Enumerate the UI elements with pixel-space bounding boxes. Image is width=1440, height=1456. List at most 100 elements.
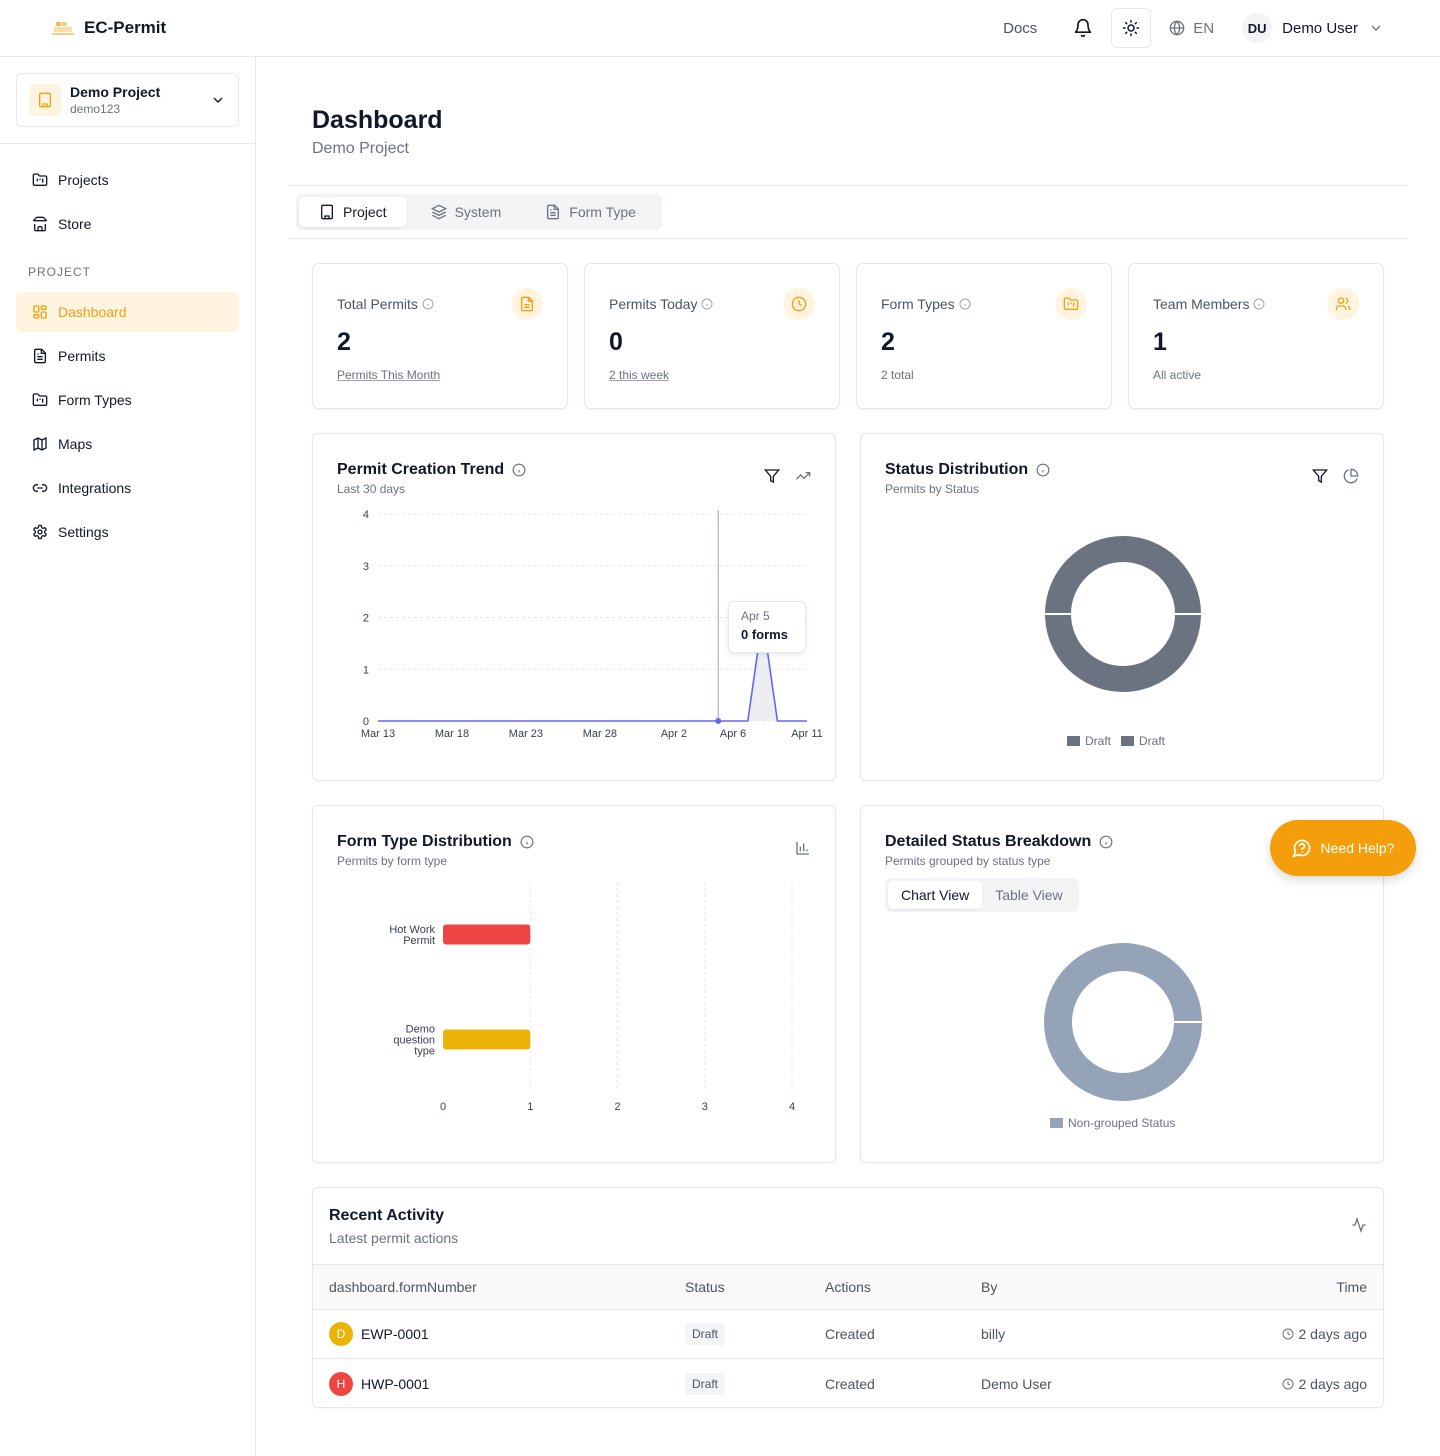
dashboard-icon [33, 305, 47, 319]
brand[interactable]: EC-Permit [50, 16, 166, 40]
x-tick-label: 3 [702, 1101, 708, 1113]
x-tick-label: 0 [440, 1101, 446, 1113]
theme-toggle-button[interactable] [1111, 8, 1152, 48]
divider [288, 185, 1408, 186]
x-tick-label: 4 [789, 1101, 795, 1113]
file-text-icon [34, 348, 46, 364]
column-header: dashboard.formNumber [329, 1279, 477, 1295]
donut-slice-draft-2[interactable] [1042, 534, 1204, 615]
chevron-down-icon [1371, 25, 1381, 31]
notifications-button[interactable] [1063, 8, 1103, 48]
y-tick-label: 1 [363, 664, 369, 676]
tab-project[interactable]: Project [299, 197, 407, 227]
sidebar-item-dashboard[interactable]: Dashboard [16, 292, 239, 332]
column-header: Status [685, 1279, 725, 1295]
filter-icon[interactable] [1312, 468, 1328, 484]
pie-chart-icon[interactable] [1343, 468, 1359, 484]
folder-icon [32, 173, 48, 186]
sidebar-item-label: Permits [58, 348, 106, 364]
tab-form-type[interactable]: Form Type [525, 197, 656, 227]
project-code: demo123 [70, 102, 121, 116]
stat-label: Form Types [881, 296, 955, 312]
form-type-badge: H [329, 1371, 353, 1396]
sidebar-item-store[interactable]: Store [16, 204, 239, 244]
tab-label: Form Type [569, 204, 636, 220]
brand-logo-icon [52, 22, 74, 35]
stat-footer: All active [1153, 368, 1202, 382]
legend-swatch [1121, 736, 1135, 746]
category-label: question [393, 1035, 435, 1047]
bar-chart-icon[interactable] [795, 840, 811, 856]
info-icon[interactable] [422, 298, 434, 310]
sidebar-item-label: Maps [58, 436, 93, 452]
user-menu[interactable]: DU Demo User [1242, 13, 1384, 43]
stat-footer-link[interactable]: Permits This Month [337, 368, 441, 382]
highlight-point [715, 718, 722, 724]
info-icon[interactable] [1099, 835, 1113, 849]
info-icon[interactable] [959, 298, 971, 310]
table-row[interactable]: D EWP-0001 Draft Created billy 2 days ag… [313, 1310, 1383, 1359]
page-title: Dashboard [312, 106, 443, 134]
info-icon[interactable] [512, 463, 526, 477]
sidebar-item-form-types[interactable]: Form Types [16, 380, 239, 420]
stat-value: 1 [1153, 328, 1167, 356]
info-icon[interactable] [520, 835, 534, 849]
sidebar-item-integrations[interactable]: Integrations [16, 468, 239, 508]
legend-label: Non-grouped Status [1068, 1116, 1176, 1130]
stat-card-team-members: Team Members 1 All active [1128, 263, 1384, 409]
top-bar: EC-Permit Docs EN DU Demo User [0, 0, 1440, 57]
detailed-status-donut [1044, 943, 1202, 1101]
clock-icon [1282, 1328, 1293, 1340]
x-tick-label: Mar 23 [509, 728, 543, 740]
trend-line [378, 617, 807, 722]
card-title: Permit Creation Trend [337, 461, 505, 478]
donut-slice-draft-1[interactable] [1042, 613, 1204, 694]
category-label: Permit [403, 935, 435, 947]
sidebar-item-label: Dashboard [58, 304, 127, 320]
map-icon [33, 436, 47, 452]
sun-icon [1123, 19, 1140, 37]
stat-footer-link[interactable]: 2 this week [609, 368, 670, 382]
link-icon [32, 484, 48, 492]
filter-icon[interactable] [764, 468, 780, 484]
chevron-down-icon [213, 97, 223, 103]
x-tick-label: Apr 6 [720, 728, 746, 740]
x-tick-label: Mar 28 [583, 728, 617, 740]
info-icon[interactable] [701, 298, 713, 310]
language-selector[interactable]: EN [1169, 20, 1214, 37]
tab-system[interactable]: System [411, 197, 522, 227]
tooltip-date: Apr 5 [741, 609, 770, 623]
card-title: Recent Activity [329, 1207, 444, 1224]
project-selector[interactable]: Demo Project demo123 [16, 73, 239, 127]
info-icon[interactable] [1253, 298, 1265, 310]
stat-card-total-permits: Total Permits 2 Permits This Month [312, 263, 568, 409]
settings-icon [33, 524, 47, 540]
trending-up-icon[interactable] [795, 468, 811, 484]
need-help-button[interactable]: Need Help? [1270, 820, 1416, 876]
bar-2[interactable] [443, 1029, 531, 1050]
tab-chart-view[interactable]: Chart View [888, 881, 983, 909]
building-icon [321, 204, 333, 220]
folder-icon [32, 393, 48, 406]
sidebar-item-settings[interactable]: Settings [16, 512, 239, 552]
activity-table: dashboard.formNumber Status Actions By T… [313, 1264, 1383, 1407]
help-label: Need Help? [1320, 840, 1395, 856]
form-number[interactable]: EWP-0001 [361, 1326, 429, 1342]
stat-footer: 2 total [881, 368, 914, 382]
stat-label: Total Permits [337, 296, 418, 312]
x-tick-label: Apr 2 [661, 728, 687, 740]
bar-1[interactable] [443, 924, 531, 945]
sidebar-item-maps[interactable]: Maps [16, 424, 239, 464]
form-number[interactable]: HWP-0001 [361, 1375, 430, 1392]
x-tick-label: Apr 11 [791, 728, 823, 740]
stat-card-permits-today: Permits Today 0 2 this week [584, 263, 840, 409]
donut-slice-non-grouped[interactable] [1044, 943, 1202, 1101]
sidebar-item-permits[interactable]: Permits [16, 336, 239, 376]
globe-icon [1169, 20, 1185, 36]
sidebar-item-projects[interactable]: Projects [16, 160, 239, 200]
project-name: Demo Project [70, 84, 161, 100]
tab-table-view[interactable]: Table View [995, 887, 1063, 903]
info-icon[interactable] [1036, 463, 1050, 477]
docs-link[interactable]: Docs [1003, 19, 1038, 37]
table-row[interactable]: H HWP-0001 Draft Created Demo User 2 day… [313, 1359, 1383, 1407]
